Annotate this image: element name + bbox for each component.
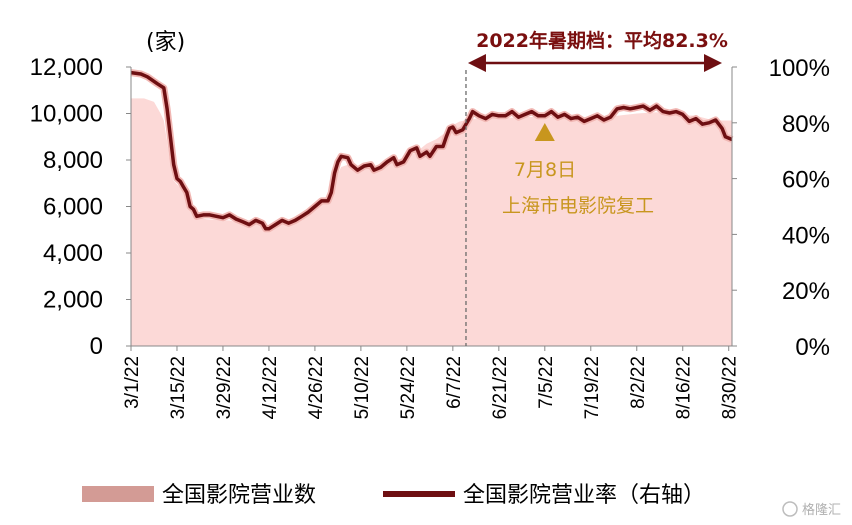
right-y-tick-label: 40% — [782, 222, 830, 249]
legend-swatch-area — [82, 486, 154, 502]
area-series-cinema-count — [131, 98, 732, 347]
left-y-axis-ticks: 0 2,000 4,000 6,000 8,000 10,000 12,000 — [30, 54, 131, 360]
right-y-tick-label: 0% — [795, 334, 830, 361]
right-y-axis-ticks: 0% 20% 40% 60% 80% 100% — [732, 55, 830, 361]
x-tick-label: 8/30/22 — [720, 356, 741, 419]
left-y-tick-label: 6,000 — [43, 194, 103, 221]
annotation-text: 上海市电影院复工 — [502, 195, 654, 217]
x-tick-label: 8/16/22 — [674, 356, 695, 419]
right-y-tick-label: 100% — [769, 55, 830, 82]
watermark: 格隆汇 — [782, 501, 841, 518]
area-cinema-count — [131, 98, 732, 347]
x-tick-label: 7/5/22 — [536, 356, 557, 409]
x-tick-label: 6/21/22 — [490, 356, 511, 419]
watermark-logo-icon — [782, 501, 798, 517]
x-tick-label: 3/1/22 — [122, 356, 143, 409]
left-y-tick-label: 4,000 — [43, 240, 103, 267]
line-operating-rate — [130, 70, 733, 231]
watermark-text: 格隆汇 — [802, 502, 841, 518]
left-y-tick-label: 10,000 — [30, 101, 103, 128]
period-arrow-left-head — [467, 54, 486, 72]
x-tick-label: 4/26/22 — [306, 356, 327, 419]
period-arrow-right-head — [704, 54, 722, 72]
x-axis-ticks: 3/1/22 3/15/22 3/29/22 4/12/22 4/26/22 5/10/2… — [122, 346, 741, 419]
right-y-tick-label: 60% — [782, 167, 830, 194]
right-y-tick-label: 80% — [782, 111, 830, 138]
annotation-date: 7月8日 — [514, 159, 576, 181]
x-tick-label: 8/2/22 — [628, 356, 649, 409]
y-unit-label: (家) — [146, 30, 185, 55]
left-y-tick-label: 2,000 — [43, 287, 103, 314]
left-y-tick-label: 8,000 — [43, 147, 103, 174]
left-y-tick-label: 0 — [90, 333, 103, 360]
x-tick-label: 5/10/22 — [352, 356, 373, 419]
summer-period-marker — [465, 54, 722, 346]
right-y-tick-label: 20% — [782, 278, 830, 305]
annotation-triangle-marker — [534, 123, 555, 141]
line-series-operating-rate — [130, 69, 734, 233]
reopen-annotation — [534, 123, 555, 141]
left-y-tick-label: 12,000 — [30, 54, 103, 81]
legend-label-area: 全国影院营业数 — [162, 483, 316, 508]
x-tick-label: 6/7/22 — [444, 356, 465, 409]
legend-label-line: 全国影院营业率（右轴） — [463, 483, 705, 508]
x-tick-label: 4/12/22 — [260, 356, 281, 419]
x-tick-label: 5/24/22 — [398, 356, 419, 419]
x-tick-label: 3/29/22 — [214, 356, 235, 419]
legend: 全国影院营业数 全国影院营业率（右轴） — [82, 483, 705, 508]
x-tick-label: 3/15/22 — [168, 356, 189, 419]
summer-period-label: 2022年暑期档：平均82.3% — [476, 29, 728, 52]
x-tick-label: 7/19/22 — [582, 356, 603, 419]
